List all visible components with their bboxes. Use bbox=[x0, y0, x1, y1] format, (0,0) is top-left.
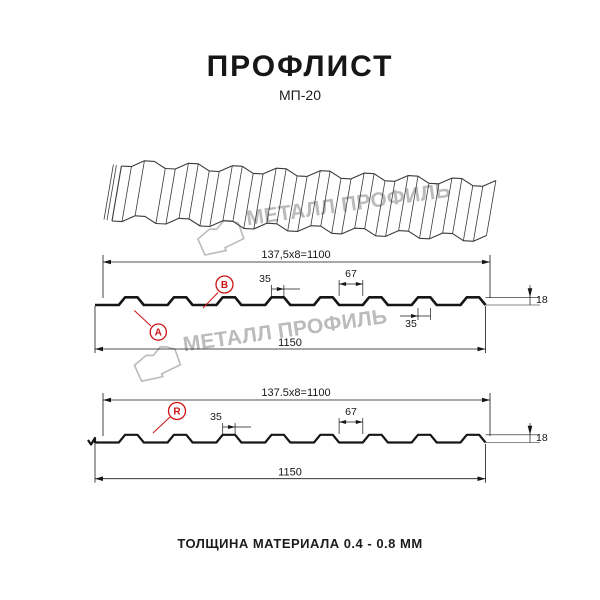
svg-text:1150: 1150 bbox=[278, 337, 302, 349]
svg-text:МП-20: МП-20 bbox=[279, 87, 321, 103]
svg-text:B: B bbox=[221, 280, 228, 291]
svg-text:67: 67 bbox=[345, 268, 357, 280]
svg-text:18: 18 bbox=[536, 294, 548, 306]
svg-text:1150: 1150 bbox=[278, 467, 302, 479]
svg-text:A: A bbox=[155, 328, 162, 339]
svg-text:137.5x8=1100: 137.5x8=1100 bbox=[261, 387, 330, 399]
svg-text:R: R bbox=[173, 407, 181, 418]
svg-text:137,5x8=1100: 137,5x8=1100 bbox=[261, 249, 330, 261]
svg-text:ТОЛЩИНА МАТЕРИАЛА 0.4 - 0.8 ММ: ТОЛЩИНА МАТЕРИАЛА 0.4 - 0.8 ММ bbox=[177, 536, 422, 551]
svg-text:ПРОФЛИСТ: ПРОФЛИСТ bbox=[207, 50, 394, 83]
svg-text:35: 35 bbox=[405, 318, 417, 330]
svg-text:35: 35 bbox=[210, 411, 222, 423]
svg-text:18: 18 bbox=[536, 432, 548, 444]
svg-text:35: 35 bbox=[259, 273, 271, 285]
svg-text:67: 67 bbox=[345, 406, 357, 418]
